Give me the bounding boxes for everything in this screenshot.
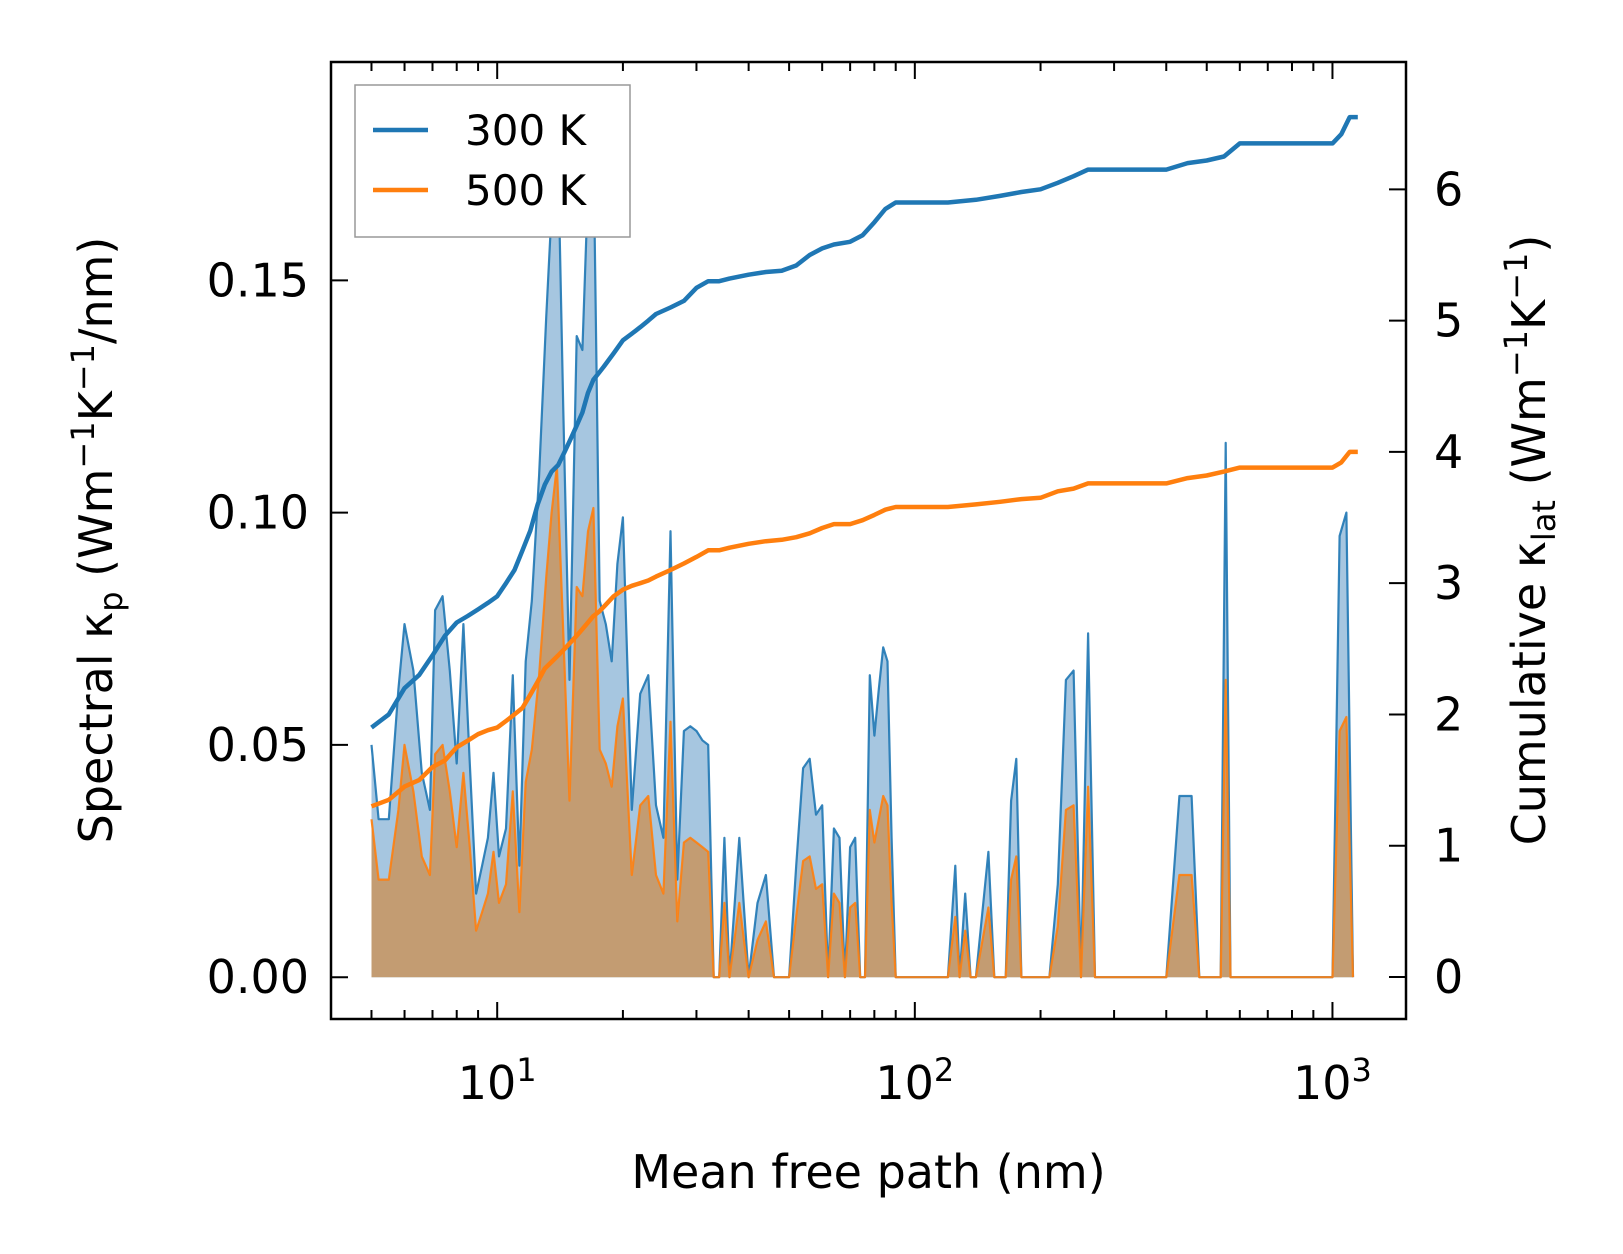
- axes: 101 102 103 0.00 0.05 0.10 0.15 0 1 2 3 4 5 6 Mean fre…: [64, 60, 1563, 1199]
- cumulative-line-300-k: [370, 114, 1358, 730]
- y-right-tick-label: 5: [1434, 294, 1463, 348]
- spectral-fill-500-k: [371, 466, 1353, 978]
- x-axis-title: Mean free path (nm): [631, 1145, 1105, 1199]
- data-lines: [370, 114, 1358, 809]
- legend-label-300-k: 300 K: [465, 106, 588, 155]
- y-right-tick-label: 2: [1434, 687, 1463, 741]
- y-right-tick-label: 4: [1434, 425, 1463, 479]
- y-left-tick-label: 0.10: [207, 486, 309, 540]
- y-right-tick-label: 3: [1434, 556, 1463, 610]
- x-tick-label: 103: [1293, 1051, 1372, 1110]
- plot-frame: [329, 60, 1408, 1021]
- spectral-line-500-k: [370, 465, 1355, 979]
- x-tick-label: 102: [875, 1051, 954, 1110]
- y-left-tick-label: 0.00: [207, 950, 309, 1004]
- x-tick-label: 101: [458, 1051, 537, 1110]
- legend-box: [354, 84, 631, 238]
- y-right-tick-label: 6: [1434, 162, 1463, 216]
- y-right-tick-label: 1: [1434, 819, 1463, 873]
- cumulative-line-500-k: [370, 449, 1358, 809]
- y-left-tick-label: 0.05: [207, 718, 309, 772]
- y-left-tick-label: 0.15: [207, 253, 309, 307]
- y-right-tick-label: 0: [1434, 950, 1463, 1004]
- legend: 300 K 500 K: [354, 84, 631, 238]
- y-right-axis-title: Cumulative κlat (Wm−1K−1): [1497, 235, 1563, 846]
- y-left-axis-title: Spectral κp (Wm−1K−1/nm): [64, 237, 130, 844]
- spectral-fills: [370, 98, 1355, 979]
- legend-label-500-k: 500 K: [465, 166, 588, 215]
